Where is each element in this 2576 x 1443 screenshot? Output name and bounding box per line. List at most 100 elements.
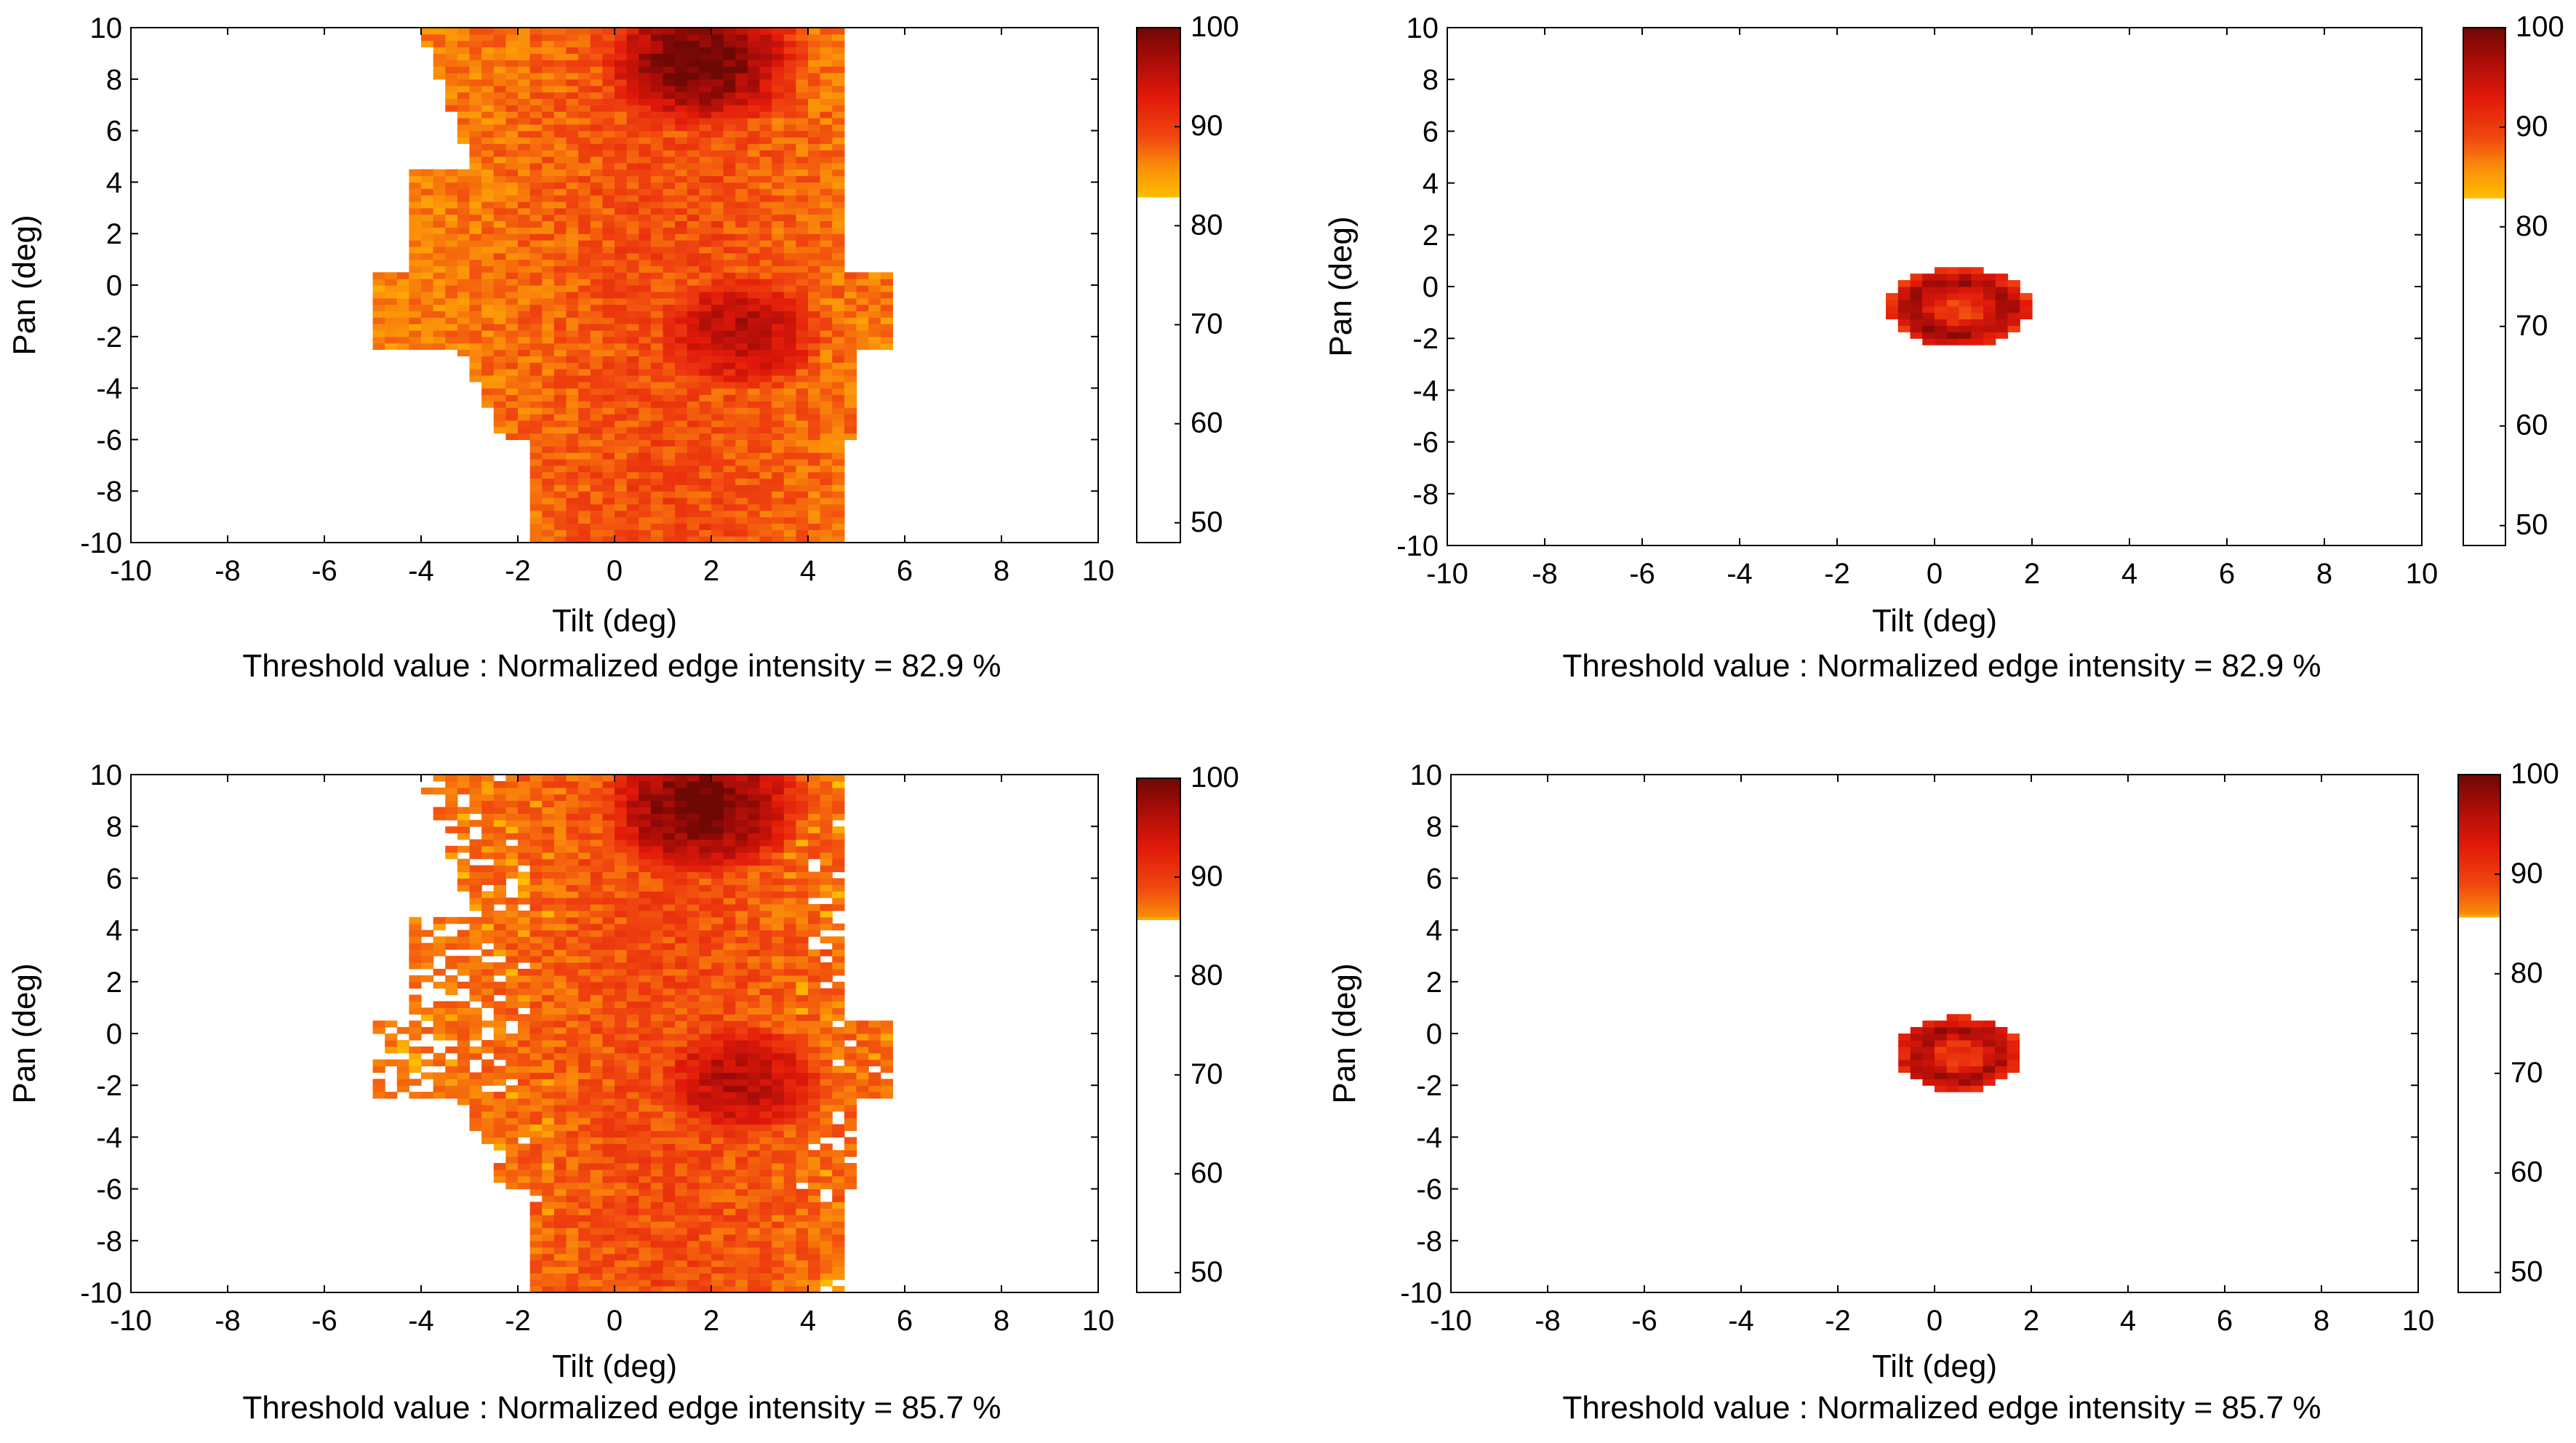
heatmap-cell bbox=[796, 227, 809, 234]
heatmap-cell bbox=[747, 356, 761, 363]
heatmap-cell bbox=[505, 66, 519, 73]
heatmap-cell bbox=[735, 47, 748, 54]
heatmap-cell bbox=[832, 536, 845, 543]
heatmap-cell bbox=[493, 988, 506, 996]
heatmap-cell bbox=[650, 362, 664, 369]
y-tick-label: 6 bbox=[106, 116, 122, 148]
heatmap-cell bbox=[615, 943, 628, 950]
heatmap-cell bbox=[1910, 312, 1923, 320]
heatmap-cell bbox=[396, 1072, 409, 1079]
heatmap-cell bbox=[820, 143, 833, 151]
heatmap-cell bbox=[699, 426, 712, 434]
heatmap-cell bbox=[880, 304, 893, 311]
heatmap-cell bbox=[421, 956, 434, 963]
heatmap-cell bbox=[687, 252, 700, 260]
heatmap-cell bbox=[469, 969, 482, 976]
heatmap-cell bbox=[553, 1195, 567, 1202]
colorbar-tick-label: 50 bbox=[2516, 509, 2548, 541]
heatmap-cell bbox=[663, 265, 676, 273]
heatmap-cell bbox=[409, 1020, 422, 1028]
heatmap-cell bbox=[590, 1085, 603, 1092]
heatmap-cell bbox=[566, 53, 579, 60]
heatmap-cell bbox=[699, 98, 712, 105]
heatmap-cell bbox=[542, 529, 555, 537]
heatmap-cell bbox=[663, 1117, 676, 1125]
heatmap-cell bbox=[796, 195, 809, 202]
heatmap-cell bbox=[699, 807, 712, 814]
heatmap-cell bbox=[675, 227, 688, 234]
heatmap-cell bbox=[639, 98, 652, 105]
heatmap-cell bbox=[699, 1208, 712, 1215]
heatmap-cell bbox=[675, 349, 688, 356]
heatmap-cell bbox=[529, 787, 543, 795]
heatmap-cell bbox=[553, 66, 567, 73]
heatmap-cell bbox=[711, 1273, 724, 1280]
heatmap-cell bbox=[844, 401, 857, 408]
heatmap-cell bbox=[566, 407, 579, 415]
heatmap-cell bbox=[505, 162, 519, 170]
heatmap-cell bbox=[687, 1202, 700, 1209]
heatmap-cell bbox=[409, 1066, 422, 1073]
heatmap-cell bbox=[421, 949, 434, 956]
heatmap-cell bbox=[578, 1163, 591, 1170]
heatmap-cell bbox=[711, 343, 724, 351]
heatmap-cell bbox=[675, 246, 688, 254]
heatmap-cell bbox=[687, 414, 700, 421]
heatmap-cell bbox=[493, 949, 506, 956]
heatmap-cell bbox=[590, 246, 603, 254]
heatmap-cell bbox=[699, 105, 712, 112]
heatmap-cell bbox=[639, 871, 652, 879]
heatmap-cell bbox=[796, 491, 809, 498]
heatmap-cell bbox=[735, 1098, 748, 1106]
heatmap-cell bbox=[626, 1286, 639, 1293]
heatmap-cell bbox=[615, 1052, 628, 1060]
heatmap-cell bbox=[433, 1007, 446, 1015]
heatmap-cell bbox=[832, 105, 845, 112]
heatmap-cell bbox=[663, 246, 676, 254]
heatmap-cell bbox=[699, 1020, 712, 1028]
heatmap-cell bbox=[711, 72, 724, 80]
heatmap-cell bbox=[832, 259, 845, 267]
heatmap-cell bbox=[457, 85, 471, 93]
heatmap-cell bbox=[868, 329, 881, 337]
heatmap-panel-top-left: -10 -8 -6 -4 -2 0 2 4 6 8 10-10-8-6-4-20246810Tilt… bbox=[7, 11, 1239, 684]
heatmap-cell bbox=[650, 311, 664, 318]
heatmap-cell bbox=[602, 92, 615, 99]
heatmap-cell bbox=[772, 362, 785, 369]
heatmap-cell bbox=[639, 981, 652, 989]
heatmap-cell bbox=[615, 1286, 628, 1293]
heatmap-cell bbox=[772, 150, 785, 157]
heatmap-cell bbox=[687, 1240, 700, 1248]
heatmap-cell bbox=[820, 40, 833, 48]
heatmap-cell bbox=[566, 117, 579, 125]
colorbar-band bbox=[1137, 160, 1180, 164]
heatmap-cell bbox=[578, 53, 591, 60]
colorbar-band bbox=[2463, 121, 2505, 125]
heatmap-cell bbox=[747, 1273, 761, 1280]
heatmap-cell bbox=[433, 329, 446, 337]
heatmap-cell bbox=[529, 1182, 543, 1190]
heatmap-cell bbox=[542, 92, 555, 99]
heatmap-cell bbox=[566, 336, 579, 344]
heatmap-cell bbox=[711, 1234, 724, 1242]
heatmap-cell bbox=[639, 394, 652, 401]
heatmap-cell bbox=[650, 1007, 664, 1015]
heatmap-cell bbox=[663, 426, 676, 434]
colorbar-band bbox=[1137, 163, 1180, 167]
heatmap-cell bbox=[687, 510, 700, 518]
heatmap-cell bbox=[529, 85, 543, 93]
heatmap-cell bbox=[783, 47, 796, 54]
heatmap-cell bbox=[542, 1001, 555, 1008]
heatmap-cell bbox=[675, 47, 688, 54]
heatmap-cell bbox=[711, 536, 724, 543]
heatmap-cell bbox=[590, 1150, 603, 1157]
heatmap-cell bbox=[783, 426, 796, 434]
colorbar-band bbox=[2463, 107, 2505, 111]
heatmap-cell bbox=[626, 780, 639, 788]
heatmap-cell bbox=[566, 28, 579, 35]
heatmap-cell bbox=[687, 220, 700, 228]
heatmap-cell bbox=[590, 794, 603, 802]
heatmap-cell bbox=[615, 1195, 628, 1202]
heatmap-cell bbox=[602, 1104, 615, 1112]
heatmap-cell bbox=[711, 162, 724, 170]
